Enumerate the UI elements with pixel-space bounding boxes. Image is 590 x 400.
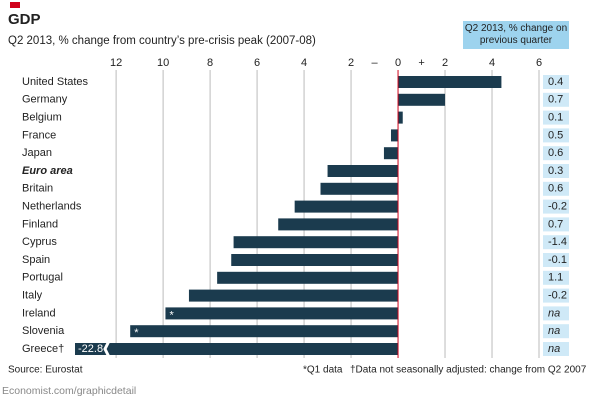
side-value: 0.6 (548, 147, 563, 159)
x-tick-label: 4 (489, 57, 495, 69)
brand-tag (10, 2, 20, 8)
bar (320, 182, 399, 195)
bar (188, 289, 399, 302)
y-tick-label: United States (22, 76, 89, 88)
y-tick-label: Ireland (22, 307, 56, 319)
bar (327, 165, 399, 177)
y-tick-label: Slovenia (22, 325, 65, 337)
bar (130, 325, 399, 338)
side-value: 0.1 (548, 112, 563, 124)
side-value: na (548, 307, 560, 319)
y-tick-label: Japan (22, 147, 52, 159)
side-value: 0.5 (548, 129, 563, 141)
side-value: 0.7 (548, 94, 563, 106)
side-header-wrap: Q2 2013, % change on previous quarter (464, 23, 568, 46)
bar (390, 129, 399, 142)
bar (217, 271, 399, 284)
bar (75, 343, 399, 355)
side-box (543, 217, 569, 232)
side-box (543, 235, 569, 250)
side-box (543, 342, 569, 356)
y-tick-label: Spain (22, 254, 50, 266)
y-tick-label: Italy (22, 290, 43, 302)
side-value: 0.6 (548, 183, 563, 195)
bar (233, 236, 399, 249)
x-tick-label: 6 (536, 57, 542, 69)
bar (383, 147, 399, 160)
side-box (543, 75, 569, 89)
bar (231, 254, 399, 266)
marker: * (169, 309, 174, 321)
bar (278, 218, 399, 231)
x-tick-label: 10 (157, 57, 169, 69)
y-tick-label: Netherlands (22, 201, 82, 213)
side-value: na (548, 343, 560, 355)
side-box (543, 199, 569, 214)
side-box (543, 92, 569, 107)
bar (294, 200, 399, 213)
chart-subtitle: Q2 2013, % change from country’s pre-cri… (8, 35, 316, 47)
side-box (543, 288, 569, 303)
y-tick-label: Greece† (22, 343, 64, 355)
y-tick-label: Britain (22, 183, 53, 195)
footnote: *Q1 data (303, 365, 343, 376)
side-value: -1.4 (548, 236, 567, 248)
side-box (543, 146, 569, 161)
side-value: 0.3 (548, 165, 563, 177)
footnote: †Data not seasonally adjusted: change fr… (350, 365, 587, 376)
x-tick-label: 2 (348, 57, 354, 69)
side-value: 0.7 (548, 218, 563, 230)
y-tick-label: France (22, 129, 56, 141)
x-tick-label: 12 (110, 57, 122, 69)
side-value: -0.2 (548, 201, 567, 213)
side-value: 1.1 (548, 272, 563, 284)
x-tick-label: 8 (207, 57, 213, 69)
bar (165, 307, 399, 320)
side-value: -0.1 (548, 254, 567, 266)
side-value: na (548, 325, 560, 337)
sign-label: + (418, 57, 424, 69)
credit: Economist.com/graphicdetail (2, 385, 136, 397)
y-tick-label: Portugal (22, 272, 63, 284)
x-tick-label: 4 (301, 57, 307, 69)
chart-title: GDP (8, 11, 41, 28)
value-label: -22.8 (78, 343, 103, 355)
bar (398, 93, 446, 106)
side-header: Q2 2013, % change on previous quarter (464, 23, 568, 46)
marker: * (134, 327, 139, 339)
x-tick-label: 0 (395, 57, 401, 69)
x-tick-label: 2 (442, 57, 448, 69)
bar (398, 76, 502, 88)
side-box (543, 306, 569, 321)
y-tick-label: Cyprus (22, 236, 57, 248)
side-value: -0.2 (548, 290, 567, 302)
bar (398, 111, 403, 124)
y-tick-label: Finland (22, 218, 58, 230)
y-tick-label: Germany (22, 94, 68, 106)
side-box (543, 181, 569, 196)
x-tick-label: 6 (254, 57, 260, 69)
sign-label: – (371, 57, 378, 69)
source: Source: Eurostat (8, 365, 83, 376)
side-box (543, 110, 569, 125)
side-box (543, 164, 569, 178)
side-header-box (463, 21, 569, 49)
side-value: 0.4 (548, 76, 563, 88)
axis-break (103, 340, 111, 358)
y-tick-label: Euro area (22, 165, 73, 177)
side-box (543, 253, 569, 267)
y-tick-label: Belgium (22, 112, 62, 124)
side-box (543, 324, 569, 339)
side-box (543, 270, 569, 285)
side-box (543, 128, 569, 143)
